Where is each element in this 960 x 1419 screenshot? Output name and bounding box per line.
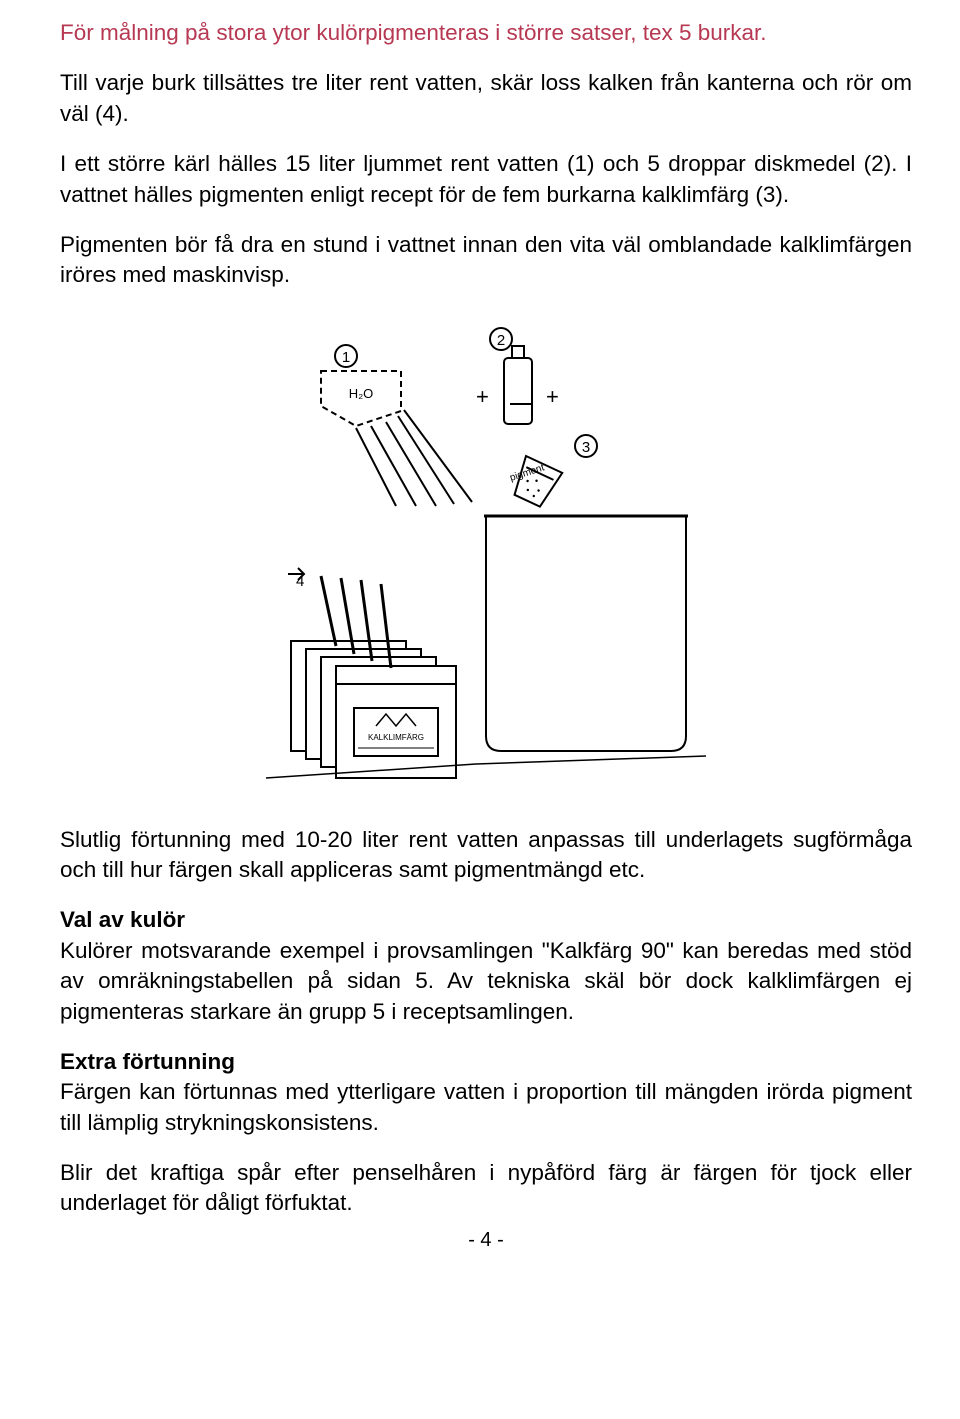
svg-text:+: +	[476, 384, 489, 409]
section-heading: För målning på stora ytor kulörpigmenter…	[60, 18, 912, 48]
page-number: - 4 -	[60, 1229, 912, 1252]
label-2: 2	[497, 332, 505, 349]
bucket-label: KALKLIMFÄRG	[368, 733, 424, 742]
label-h2o: H₂O	[349, 386, 374, 401]
label-1: 1	[342, 349, 350, 366]
heading-val-av-kulor: Val av kulör	[60, 907, 185, 932]
section-val-av-kulor: Val av kulör Kulörer motsvarande exempel…	[60, 905, 912, 1027]
paragraph-4: Slutlig förtunning med 10-20 liter rent …	[60, 825, 912, 886]
paragraph-3: Pigmenten bör få dra en stund i vattnet …	[60, 230, 912, 291]
paragraph-2: I ett större kärl hälles 15 liter ljumme…	[60, 149, 912, 210]
mixing-illustration: 1 2 3 H₂O + + pig	[60, 311, 912, 801]
paragraph-7: Blir det kraftiga spår efter penselhåren…	[60, 1158, 912, 1219]
paragraph-5: Kulörer motsvarande exempel i provsamlin…	[60, 938, 912, 1024]
paragraph-6: Färgen kan förtunnas med ytterligare vat…	[60, 1079, 912, 1134]
label-3: 3	[582, 439, 590, 456]
section-extra-fortunning: Extra förtunning Färgen kan förtunnas me…	[60, 1047, 912, 1138]
paragraph-1: Till varje burk tillsättes tre liter ren…	[60, 68, 912, 129]
heading-extra-fortunning: Extra förtunning	[60, 1049, 235, 1074]
svg-text:+: +	[546, 384, 559, 409]
